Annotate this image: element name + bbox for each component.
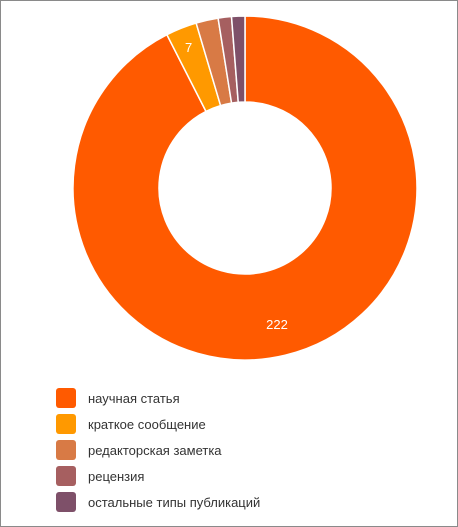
slice-data-label-0: 222 [266, 317, 288, 332]
legend-label: остальные типы публикаций [88, 494, 261, 510]
legend-item-4[interactable]: остальные типы публикаций [56, 489, 260, 515]
legend-label: рецензия [88, 468, 145, 484]
legend-swatch [56, 388, 76, 408]
legend-item-3[interactable]: рецензия [56, 463, 260, 489]
legend-item-1[interactable]: краткое сообщение [56, 411, 260, 437]
legend-swatch [56, 466, 76, 486]
legend-swatch [56, 440, 76, 460]
donut-slice-4[interactable] [230, 15, 246, 104]
legend-swatch [56, 414, 76, 434]
donut-chart: 222 7 [72, 15, 418, 361]
legend-label: научная статья [88, 390, 180, 406]
legend-item-2[interactable]: редакторская заметка [56, 437, 260, 463]
legend-item-0[interactable]: научная статья [56, 385, 260, 411]
legend-label: краткое сообщение [88, 416, 206, 432]
legend-label: редакторская заметка [88, 442, 222, 458]
donut-slice-0[interactable] [72, 15, 418, 361]
legend-swatch [56, 492, 76, 512]
chart-legend: научная статья краткое сообщение редакторс… [56, 385, 260, 515]
slice-data-label-1: 7 [185, 40, 192, 55]
